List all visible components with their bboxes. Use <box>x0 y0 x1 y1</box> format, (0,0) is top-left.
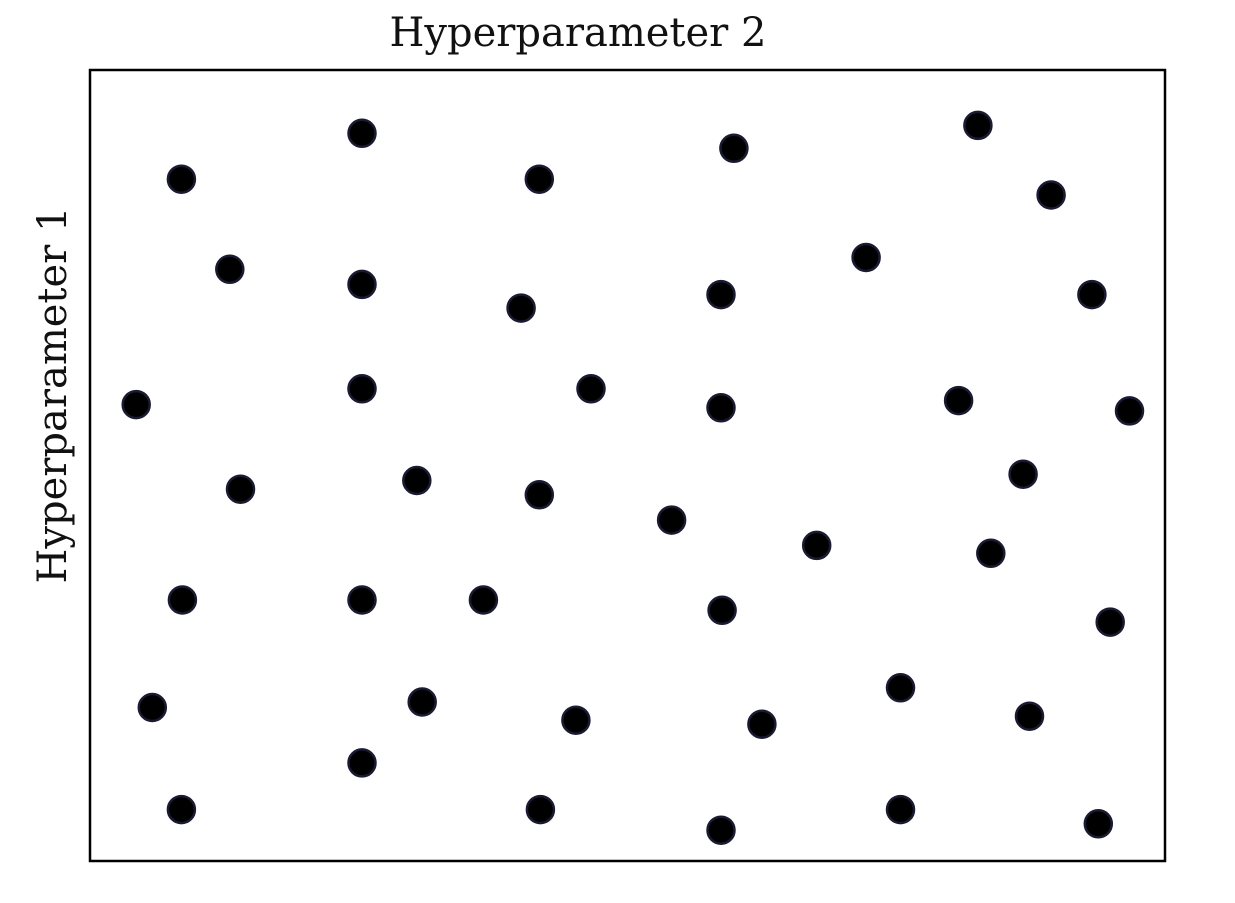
x-axis-title: Hyperparameter 2 <box>390 10 767 56</box>
data-point-38 <box>166 794 197 825</box>
data-point-12 <box>1077 279 1107 310</box>
data-point-25 <box>976 538 1006 569</box>
points-layer <box>121 110 1145 845</box>
data-point-32 <box>407 687 437 717</box>
data-point-9 <box>506 293 536 323</box>
data-point-30 <box>1095 607 1125 637</box>
y-axis-title: Hyperparameter 1 <box>30 207 76 584</box>
data-point-34 <box>747 709 777 739</box>
data-point-6 <box>1036 180 1066 210</box>
data-point-5 <box>963 110 993 141</box>
data-point-21 <box>524 480 555 510</box>
plot-frame <box>88 68 1167 863</box>
data-point-14 <box>347 374 377 404</box>
data-point-20 <box>402 465 432 496</box>
data-point-26 <box>167 585 198 615</box>
data-point-10 <box>706 279 736 310</box>
data-point-31 <box>137 692 168 723</box>
data-point-8 <box>347 269 377 300</box>
data-point-35 <box>885 673 916 703</box>
data-point-27 <box>347 585 377 615</box>
data-point-40 <box>706 815 736 845</box>
data-point-4 <box>719 133 749 164</box>
data-point-41 <box>885 794 916 825</box>
data-point-1 <box>166 164 197 194</box>
data-point-11 <box>851 242 881 273</box>
data-point-17 <box>943 385 974 416</box>
data-point-3 <box>524 164 555 194</box>
data-point-16 <box>706 393 736 423</box>
data-point-13 <box>121 389 151 420</box>
data-point-22 <box>656 505 687 535</box>
data-point-23 <box>801 530 832 561</box>
data-point-2 <box>347 118 377 149</box>
data-point-29 <box>707 595 737 626</box>
data-point-39 <box>525 794 556 825</box>
data-point-37 <box>347 748 377 778</box>
data-point-19 <box>225 474 256 504</box>
data-point-7 <box>215 254 245 285</box>
data-point-33 <box>561 705 591 735</box>
data-point-28 <box>468 585 499 615</box>
data-point-24 <box>1008 459 1038 489</box>
data-point-15 <box>576 374 606 404</box>
data-point-42 <box>1083 809 1114 839</box>
data-point-36 <box>1014 701 1045 731</box>
data-point-18 <box>1114 396 1145 426</box>
